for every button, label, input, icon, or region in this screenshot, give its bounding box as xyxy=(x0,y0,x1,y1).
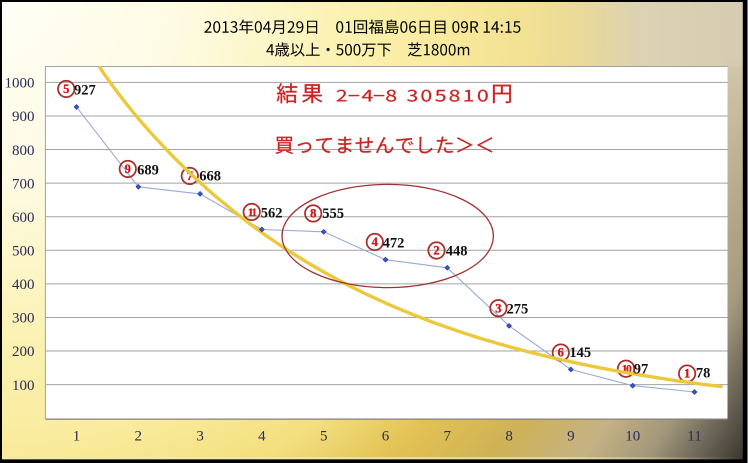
svg-text:3: 3 xyxy=(196,429,204,445)
svg-text:11: 11 xyxy=(687,429,701,445)
svg-text:600: 600 xyxy=(12,210,35,226)
svg-text:927: 927 xyxy=(74,82,96,98)
svg-text:7: 7 xyxy=(444,429,452,445)
svg-text:700: 700 xyxy=(12,176,35,192)
svg-text:689: 689 xyxy=(137,162,159,178)
svg-text:1: 1 xyxy=(684,367,690,381)
svg-text:3: 3 xyxy=(495,301,501,315)
svg-text:275: 275 xyxy=(507,301,529,317)
svg-text:1000: 1000 xyxy=(5,76,35,92)
svg-text:668: 668 xyxy=(199,168,221,184)
svg-text:8: 8 xyxy=(310,207,316,221)
svg-text:9: 9 xyxy=(567,429,575,445)
svg-text:10: 10 xyxy=(625,429,640,445)
svg-text:9: 9 xyxy=(125,162,131,176)
svg-text:300: 300 xyxy=(12,311,35,327)
svg-text:448: 448 xyxy=(446,244,468,260)
svg-text:472: 472 xyxy=(383,235,405,251)
svg-text:100: 100 xyxy=(12,378,35,394)
svg-text:145: 145 xyxy=(569,345,591,361)
svg-text:8: 8 xyxy=(505,429,513,445)
svg-text:4: 4 xyxy=(258,429,266,445)
svg-text:4: 4 xyxy=(372,235,379,249)
svg-text:97: 97 xyxy=(634,362,649,378)
svg-text:6: 6 xyxy=(558,346,564,360)
svg-text:2: 2 xyxy=(433,244,439,258)
svg-text:555: 555 xyxy=(322,206,344,222)
svg-text:78: 78 xyxy=(696,366,711,382)
svg-text:400: 400 xyxy=(12,277,35,293)
svg-text:2: 2 xyxy=(135,429,143,445)
svg-text:5: 5 xyxy=(320,429,328,445)
svg-text:200: 200 xyxy=(12,344,35,360)
svg-text:7: 7 xyxy=(187,169,193,183)
svg-text:500: 500 xyxy=(12,244,35,260)
svg-text:1: 1 xyxy=(73,429,81,445)
svg-text:6: 6 xyxy=(382,429,390,445)
svg-text:5: 5 xyxy=(63,82,69,96)
svg-text:900: 900 xyxy=(12,109,35,125)
svg-text:562: 562 xyxy=(261,205,283,221)
svg-text:11: 11 xyxy=(248,207,258,219)
svg-text:800: 800 xyxy=(12,143,35,159)
